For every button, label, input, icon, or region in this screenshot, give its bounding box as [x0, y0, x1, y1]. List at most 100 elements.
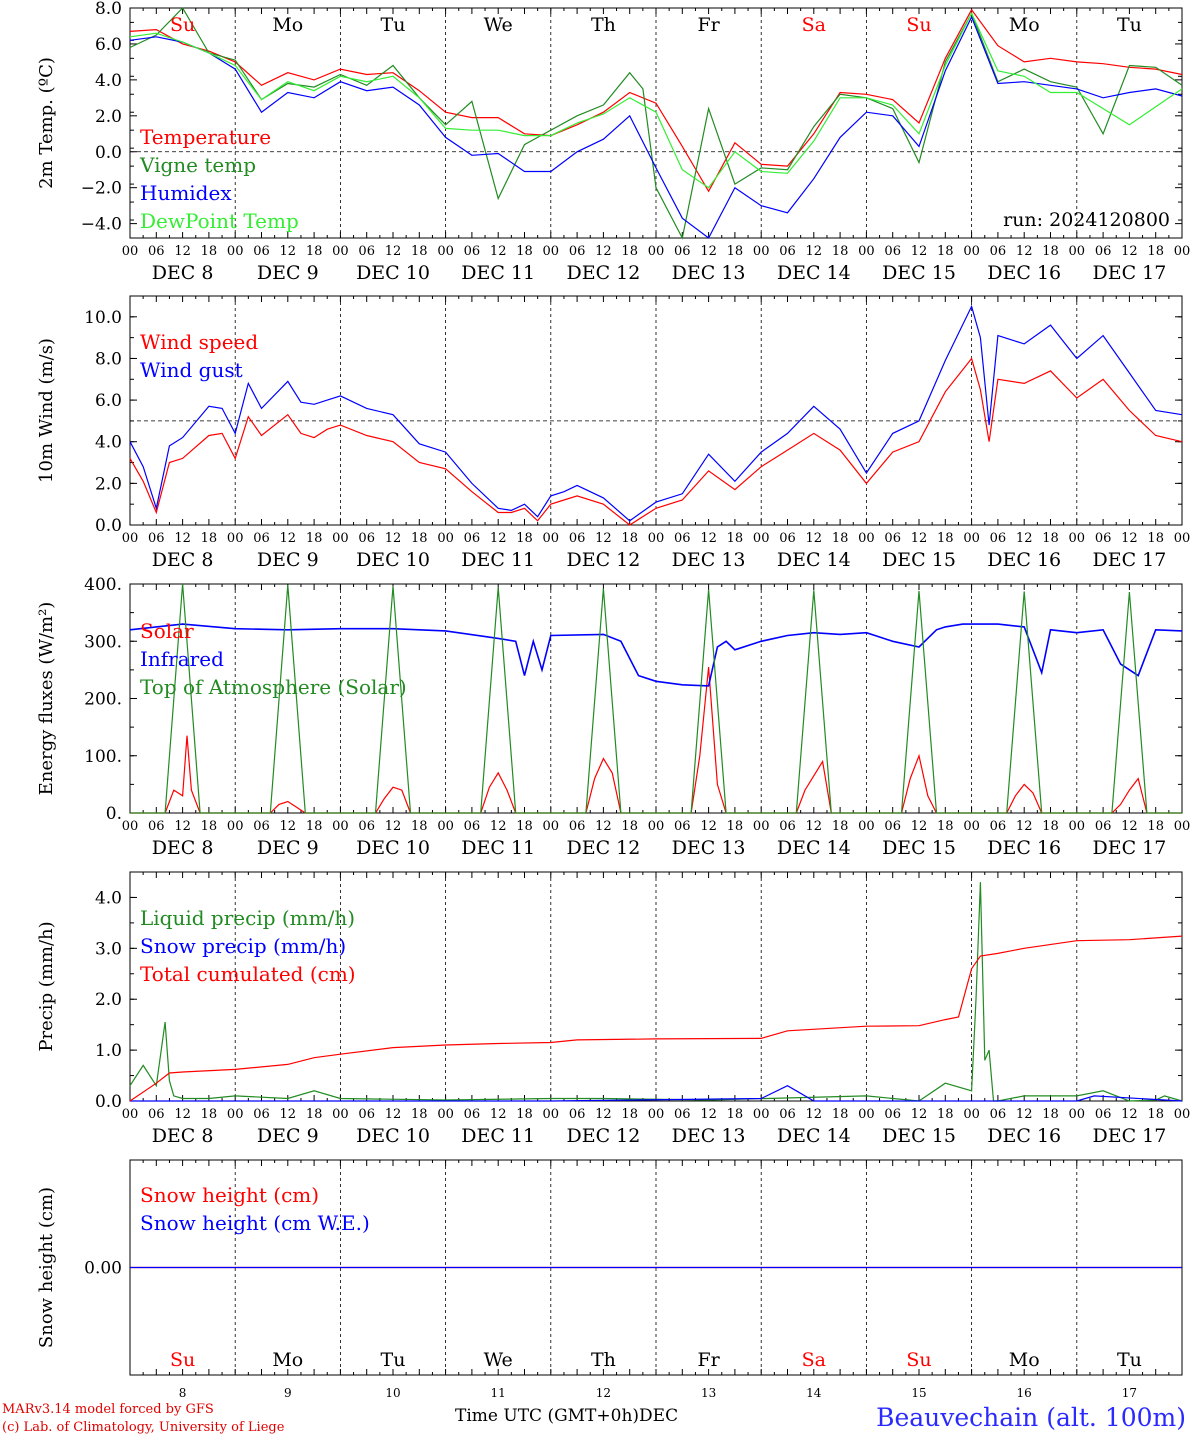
x-hour-label: 12 [385, 819, 402, 834]
y-tick-label: 4.0 [95, 71, 122, 91]
series-line-temperature [129, 8, 1183, 193]
x-date-label: DEC 15 [882, 837, 956, 859]
y-axis-label: Energy fluxes (W/m²) [36, 602, 57, 796]
x-date-label: DEC 17 [1092, 549, 1166, 571]
weekday-label: Mo [1009, 14, 1040, 36]
x-hour-label: 12 [1016, 819, 1033, 834]
series-line-wind-speed [129, 357, 1183, 526]
x-hour-label: 18 [1147, 244, 1164, 259]
x-axis-month: DEC [639, 1406, 679, 1426]
x-date-label: DEC 16 [987, 549, 1061, 571]
x-hour-label: 00 [648, 531, 665, 546]
x-hour-label: 12 [174, 244, 191, 259]
day-number-label: 8 [179, 1386, 187, 1400]
x-date-label: DEC 13 [672, 837, 746, 859]
x-hour-label: 18 [727, 531, 744, 546]
y-axis-label: Precip (mm/h) [36, 921, 57, 1051]
x-hour-label: 18 [201, 531, 218, 546]
x-date-label: DEC 10 [356, 1125, 430, 1147]
x-hour-label: 06 [990, 531, 1007, 546]
legend-entry: Wind gust [140, 358, 243, 382]
x-hour-label: 12 [490, 244, 507, 259]
x-axis-label: Time UTC (GMT+0h)DEC [455, 1406, 678, 1426]
weekday-label: Su [906, 14, 931, 36]
x-hour-label: 12 [174, 1107, 191, 1122]
model-credit: MARv3.14 model forced by GFS [2, 1402, 214, 1417]
y-tick-label: 6.0 [95, 35, 122, 55]
panel-3: 0. 100. 200. 300. 400. Energy fluxes (W/m²) So… [36, 575, 1190, 859]
y-axis-label: Snow height (cm) [36, 1187, 57, 1348]
x-hour-label: 00 [122, 819, 139, 834]
x-hour-label: 18 [516, 531, 533, 546]
x-date-label: DEC 15 [882, 1125, 956, 1147]
x-hour-label: 06 [358, 819, 375, 834]
x-axis-title: Time UTC (GMT+0h) [455, 1406, 640, 1426]
x-hour-label: 12 [595, 531, 612, 546]
weekday-label: We [484, 1349, 513, 1371]
x-hour-label: 12 [280, 819, 297, 834]
x-hour-label: 18 [411, 244, 428, 259]
legend-entry: Infrared [140, 647, 224, 671]
x-hour-label: 06 [148, 531, 165, 546]
x-hour-label: 12 [806, 819, 823, 834]
weekday-label: Mo [1009, 1349, 1040, 1371]
x-hour-label: 18 [516, 1107, 533, 1122]
weekday-label: Tu [1117, 14, 1142, 36]
y-tick-label: 6.0 [95, 391, 122, 411]
x-hour-label: 00 [1174, 819, 1191, 834]
x-hour-label: 00 [122, 1107, 139, 1122]
x-hour-label: 06 [990, 819, 1007, 834]
weekday-label: Tu [381, 14, 406, 36]
x-hour-label: 12 [911, 244, 928, 259]
x-hour-label: 06 [253, 531, 270, 546]
legend-entry: Liquid precip (mm/h) [140, 906, 355, 930]
x-date-label: DEC 13 [672, 1125, 746, 1147]
x-date-label: DEC 17 [1092, 837, 1166, 859]
series-line-wind-gust [129, 304, 1183, 522]
weekday-label: Tu [381, 1349, 406, 1371]
x-hour-label: 00 [332, 819, 349, 834]
x-hour-label: 12 [700, 1107, 717, 1122]
x-hour-label: 18 [306, 1107, 323, 1122]
x-hour-label: 18 [306, 244, 323, 259]
x-hour-label: 18 [1147, 531, 1164, 546]
x-hour-label: 12 [1016, 1107, 1033, 1122]
x-hour-label: 00 [543, 819, 560, 834]
x-date-label: DEC 15 [882, 262, 956, 284]
x-hour-label: 18 [1147, 819, 1164, 834]
x-hour-label: 12 [911, 819, 928, 834]
x-hour-label: 18 [516, 819, 533, 834]
y-tick-label: 2.0 [95, 107, 122, 127]
x-hour-label: 06 [569, 531, 586, 546]
x-hour-label: 12 [806, 531, 823, 546]
x-hour-label: 12 [174, 531, 191, 546]
x-date-label: DEC 12 [566, 262, 640, 284]
x-hour-label: 18 [832, 531, 849, 546]
x-hour-label: 18 [621, 1107, 638, 1122]
y-tick-label: 3.0 [95, 939, 122, 959]
legend-entry: Total cumulated (cm) [140, 962, 356, 986]
x-hour-label: 00 [332, 531, 349, 546]
weekday-label: Th [591, 14, 616, 36]
x-hour-label: 06 [464, 531, 481, 546]
series-line-infrared [129, 623, 1183, 687]
x-hour-label: 06 [990, 244, 1007, 259]
x-date-label: DEC 10 [356, 549, 430, 571]
weekday-label: Mo [272, 14, 303, 36]
x-hour-label: 06 [148, 1107, 165, 1122]
x-hour-label: 12 [1121, 531, 1138, 546]
x-hour-label: 06 [884, 1107, 901, 1122]
day-number-label: 12 [596, 1386, 611, 1400]
x-hour-label: 18 [1042, 1107, 1059, 1122]
x-date-label: DEC 12 [566, 837, 640, 859]
x-hour-label: 12 [385, 244, 402, 259]
legend-entry: Wind speed [140, 330, 258, 354]
weekday-label: Su [170, 1349, 195, 1371]
x-date-label: DEC 11 [461, 262, 535, 284]
y-tick-label: 8.0 [95, 349, 122, 369]
weekday-label: Fr [697, 14, 720, 36]
legend-entry: Top of Atmosphere (Solar) [140, 675, 407, 699]
x-hour-label: 06 [884, 244, 901, 259]
weekday-label: Tu [1117, 1349, 1142, 1371]
x-hour-label: 12 [490, 819, 507, 834]
